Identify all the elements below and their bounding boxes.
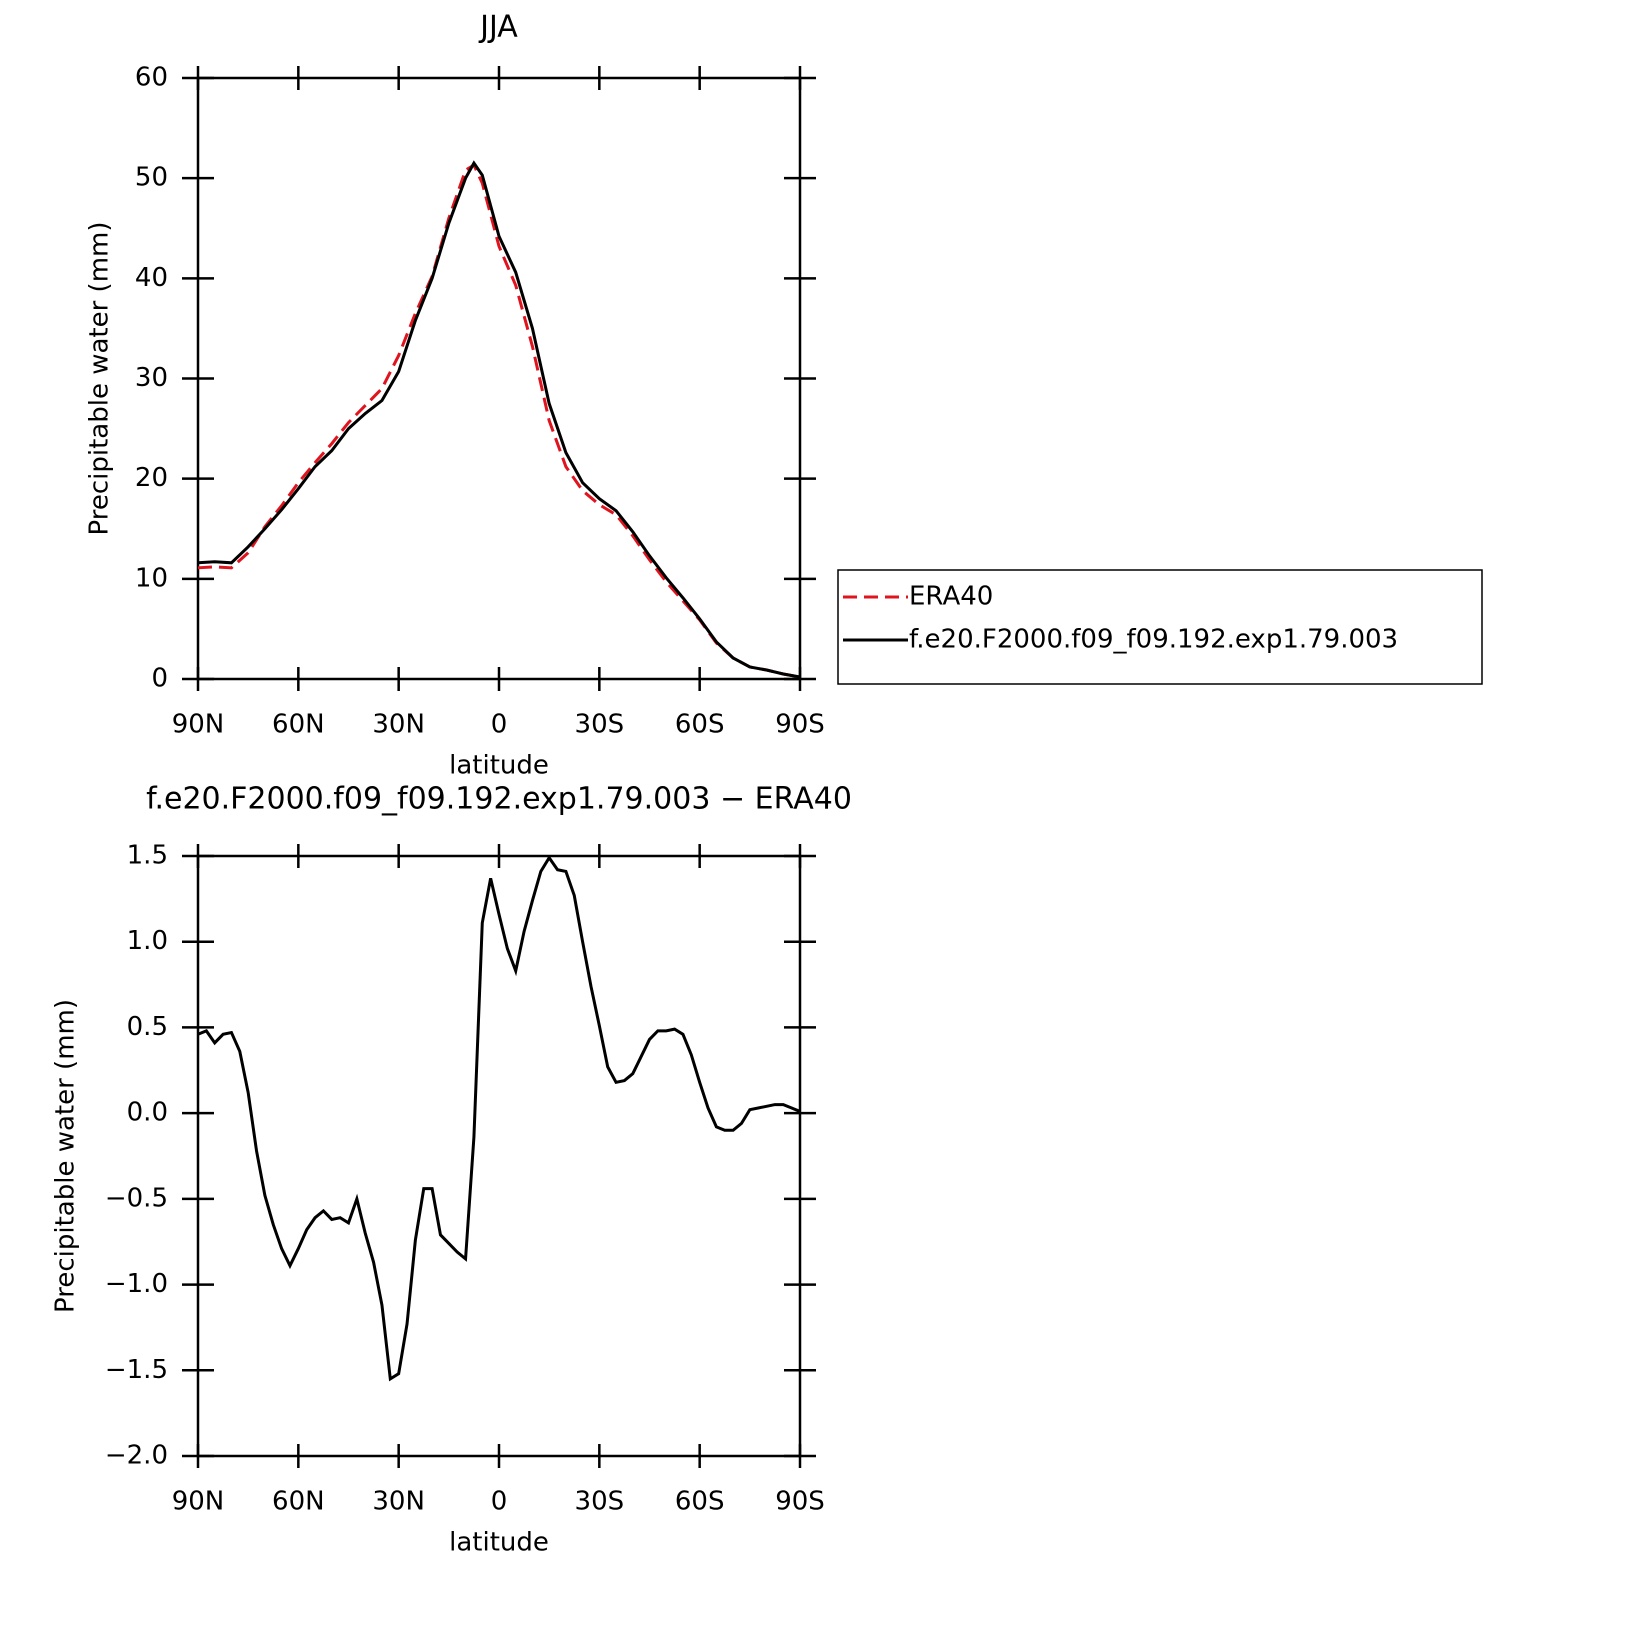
x-axis-label: latitude: [449, 751, 549, 781]
plot-frame: [196, 76, 802, 681]
x-tick-label: 30N: [372, 1487, 425, 1517]
y-tick-label: −2.0: [105, 1441, 168, 1471]
x-tick-label: 90S: [775, 1487, 825, 1517]
x-tick-label: 0: [491, 1487, 508, 1517]
y-tick-label: 10: [135, 563, 168, 593]
y-tick-label: −1.0: [105, 1269, 168, 1299]
plot-frame: [196, 854, 802, 1458]
chart-title: f.e20.F2000.f09_f09.192.exp1.79.003 − ER…: [146, 782, 852, 817]
x-tick-label: 90S: [775, 710, 825, 740]
x-tick-label: 30N: [372, 710, 425, 740]
y-tick-label: 0.0: [127, 1098, 168, 1128]
y-tick-label: 1.5: [127, 841, 168, 871]
y-tick-label: −0.5: [105, 1183, 168, 1213]
x-tick-label: 60S: [675, 1487, 725, 1517]
x-tick-label: 30S: [575, 1487, 625, 1517]
y-tick-label: 50: [135, 163, 168, 193]
y-tick-label: 60: [135, 63, 168, 93]
x-tick-label: 60S: [675, 710, 725, 740]
y-tick-label: 0: [151, 664, 168, 694]
y-tick-label: −1.5: [105, 1355, 168, 1385]
x-tick-label: 90N: [172, 1487, 225, 1517]
x-tick-label: 60N: [272, 1487, 325, 1517]
y-axis-label: Precipitable water (mm): [85, 222, 115, 536]
legend-label: f.e20.F2000.f09_f09.192.exp1.79.003: [909, 625, 1398, 655]
y-tick-label: 1.0: [127, 926, 168, 956]
legend-label: ERA40: [909, 582, 993, 612]
data-line: [197, 163, 801, 679]
y-axis-label: Precipitable water (mm): [51, 999, 81, 1313]
y-tick-label: 0.5: [127, 1012, 168, 1042]
y-tick-label: 20: [135, 463, 168, 493]
data-line: [197, 160, 801, 679]
x-tick-label: 30S: [575, 710, 625, 740]
x-axis-label: latitude: [449, 1528, 549, 1558]
x-tick-label: 90N: [172, 710, 225, 740]
y-tick-label: 40: [135, 263, 168, 293]
x-tick-label: 0: [491, 710, 508, 740]
x-tick-label: 60N: [272, 710, 325, 740]
data-line: [197, 854, 801, 1382]
chart-title: JJA: [478, 10, 518, 45]
y-tick-label: 30: [135, 363, 168, 393]
legend-box: [837, 569, 1483, 685]
